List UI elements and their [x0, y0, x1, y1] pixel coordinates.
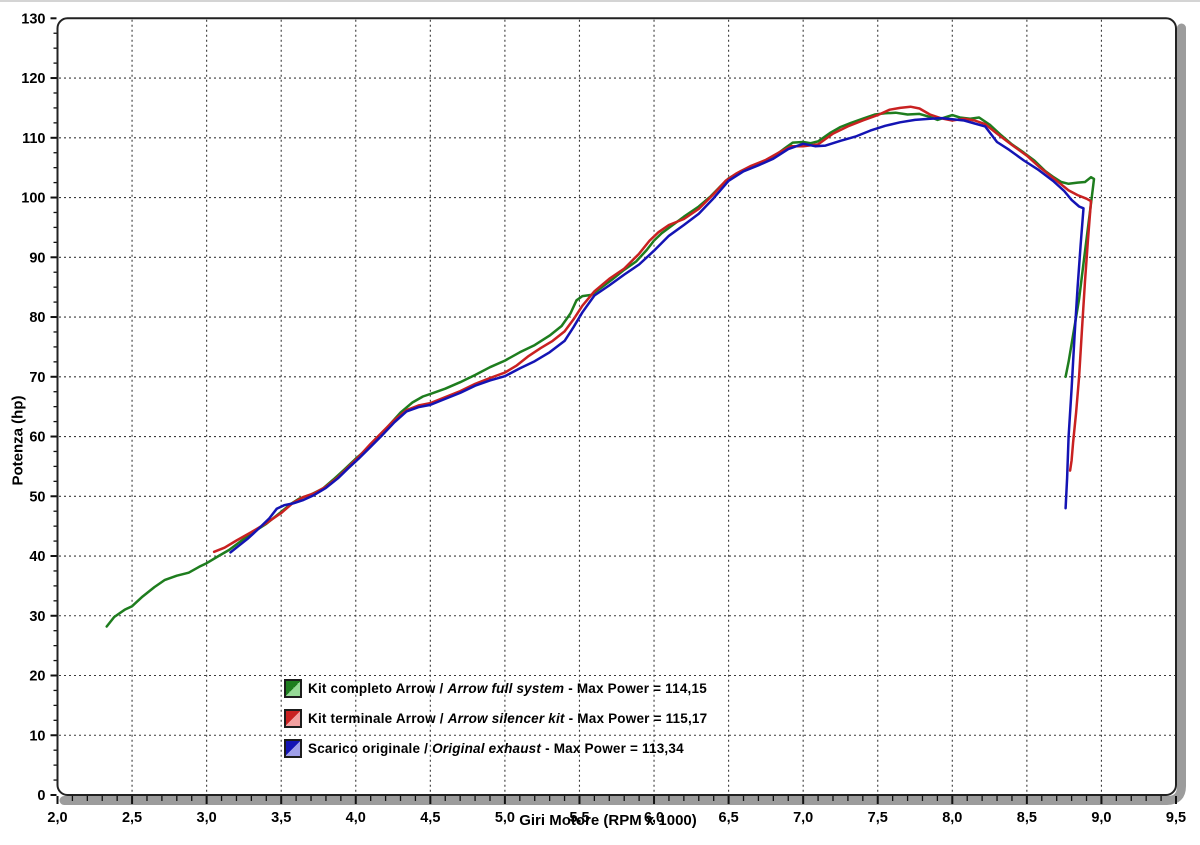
svg-text:90: 90	[29, 250, 45, 266]
svg-text:130: 130	[21, 11, 45, 27]
svg-text:2,5: 2,5	[122, 810, 142, 826]
svg-text:9,0: 9,0	[1091, 810, 1111, 826]
legend-label: Kit completo Arrow / Arrow full system - M…	[308, 680, 707, 696]
svg-text:30: 30	[29, 609, 45, 625]
legend-item-full-system: Kit completo Arrow / Arrow full system - M…	[284, 678, 711, 698]
svg-text:5,0: 5,0	[495, 810, 515, 826]
svg-text:5,5: 5,5	[569, 810, 589, 826]
top-edge-line	[0, 0, 1200, 2]
legend-label: Scarico originale / Original exhaust - Max…	[308, 740, 684, 756]
svg-text:8,0: 8,0	[942, 810, 962, 826]
svg-text:3,5: 3,5	[271, 810, 291, 826]
svg-text:100: 100	[21, 191, 45, 207]
svg-text:80: 80	[29, 310, 45, 326]
svg-text:60: 60	[29, 430, 45, 446]
y-axis-title: Potenza (hp)	[9, 395, 27, 486]
svg-text:6,5: 6,5	[719, 810, 739, 826]
svg-text:3,0: 3,0	[197, 810, 217, 826]
x-axis-title: Giri Motore (RPM x 1000)	[519, 812, 697, 829]
svg-text:6,0: 6,0	[644, 810, 664, 826]
svg-text:120: 120	[21, 71, 45, 87]
svg-text:40: 40	[29, 549, 45, 565]
legend-item-original-exhaust: Scarico originale / Original exhaust - Max…	[284, 738, 711, 758]
legend: Kit completo Arrow / Arrow full system - M…	[284, 678, 711, 769]
svg-text:110: 110	[22, 131, 45, 147]
svg-text:50: 50	[29, 489, 45, 505]
legend-item-silencer-kit: Kit terminale Arrow / Arrow silencer kit -…	[284, 708, 711, 728]
svg-text:10: 10	[29, 728, 45, 744]
svg-text:7,5: 7,5	[868, 810, 888, 826]
legend-label: Kit terminale Arrow / Arrow silencer kit -…	[308, 710, 708, 726]
legend-swatch-blue-icon	[284, 738, 302, 758]
svg-text:4,0: 4,0	[346, 810, 366, 826]
svg-text:8,5: 8,5	[1017, 810, 1037, 826]
svg-text:4,5: 4,5	[420, 810, 440, 826]
svg-text:7,0: 7,0	[793, 810, 813, 826]
svg-text:20: 20	[29, 669, 45, 685]
legend-swatch-green-icon	[284, 678, 302, 698]
svg-text:9,5: 9,5	[1166, 810, 1186, 826]
legend-swatch-red-icon	[284, 708, 302, 728]
svg-text:70: 70	[29, 370, 45, 386]
svg-text:2,0: 2,0	[47, 810, 67, 826]
svg-text:0: 0	[37, 788, 45, 804]
